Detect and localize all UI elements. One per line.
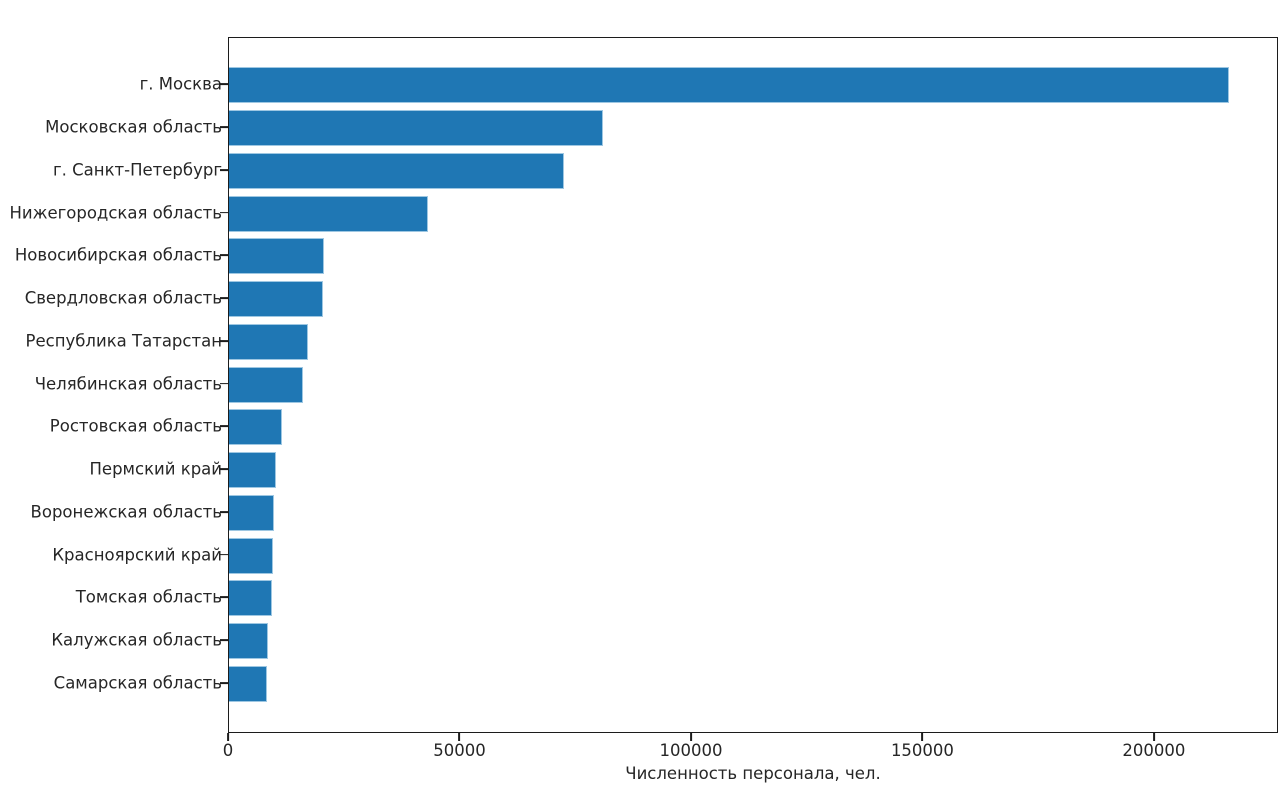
y-tick-label: Самарская область bbox=[53, 673, 222, 693]
y-tick-mark bbox=[220, 339, 228, 342]
y-tick-mark bbox=[220, 382, 228, 385]
y-tick-mark bbox=[220, 681, 228, 684]
y-tick-mark bbox=[220, 254, 228, 257]
bar bbox=[229, 494, 274, 531]
y-tick-label: Московская область bbox=[45, 117, 222, 137]
x-tick-mark bbox=[227, 733, 229, 741]
y-tick-label: Воронежская область bbox=[30, 502, 222, 522]
y-tick-mark bbox=[220, 596, 228, 599]
y-tick-label: Нижегородская область bbox=[9, 203, 222, 223]
x-tick-label: 0 bbox=[222, 741, 234, 760]
y-tick-mark bbox=[220, 510, 228, 513]
bar bbox=[229, 323, 309, 360]
y-tick-label: Республика Татарстан bbox=[25, 331, 222, 351]
bar bbox=[229, 152, 565, 189]
y-tick-label: г. Москва bbox=[139, 74, 222, 94]
y-tick-mark bbox=[220, 297, 228, 300]
y-tick-mark bbox=[220, 425, 228, 428]
bar bbox=[229, 623, 268, 660]
x-tick-mark bbox=[921, 733, 924, 741]
bar bbox=[229, 110, 604, 147]
y-tick-label: Новосибирская область bbox=[14, 245, 222, 265]
y-tick-mark bbox=[220, 211, 228, 214]
bar bbox=[229, 67, 1229, 104]
bar bbox=[229, 366, 304, 403]
plot-area bbox=[228, 37, 1278, 733]
bar bbox=[229, 537, 273, 574]
y-tick-mark bbox=[220, 126, 228, 129]
y-tick-mark bbox=[220, 83, 228, 86]
y-tick-mark bbox=[220, 639, 228, 642]
bar bbox=[229, 238, 324, 275]
bar bbox=[229, 281, 323, 318]
x-tick-label: 150000 bbox=[890, 741, 954, 760]
bar bbox=[229, 409, 282, 446]
x-tick-label: 100000 bbox=[659, 741, 723, 760]
y-tick-label: Пермский край bbox=[89, 459, 222, 479]
y-tick-label: Томская область bbox=[75, 587, 222, 607]
y-tick-mark bbox=[220, 168, 228, 171]
y-tick-label: г. Санкт-Петербург bbox=[53, 160, 222, 180]
x-tick-mark bbox=[1153, 733, 1155, 741]
y-tick-mark bbox=[220, 553, 228, 556]
y-tick-label: Ростовская область bbox=[49, 416, 222, 436]
bar bbox=[229, 580, 273, 617]
y-tick-label: Свердловская область bbox=[24, 288, 222, 308]
bar bbox=[229, 195, 429, 232]
bar bbox=[229, 452, 277, 489]
x-tick-label: 50000 bbox=[433, 741, 486, 760]
y-tick-label: Калужская область bbox=[51, 630, 222, 650]
x-tick-mark bbox=[458, 733, 461, 741]
y-tick-label: Челябинская область bbox=[34, 374, 222, 394]
y-tick-mark bbox=[220, 468, 228, 471]
x-tick-mark bbox=[690, 733, 692, 741]
x-axis-title: Численность персонала, чел. bbox=[625, 764, 881, 783]
x-tick-label: 200000 bbox=[1122, 741, 1186, 760]
bar bbox=[229, 665, 267, 702]
y-tick-label: Красноярский край bbox=[52, 545, 222, 565]
